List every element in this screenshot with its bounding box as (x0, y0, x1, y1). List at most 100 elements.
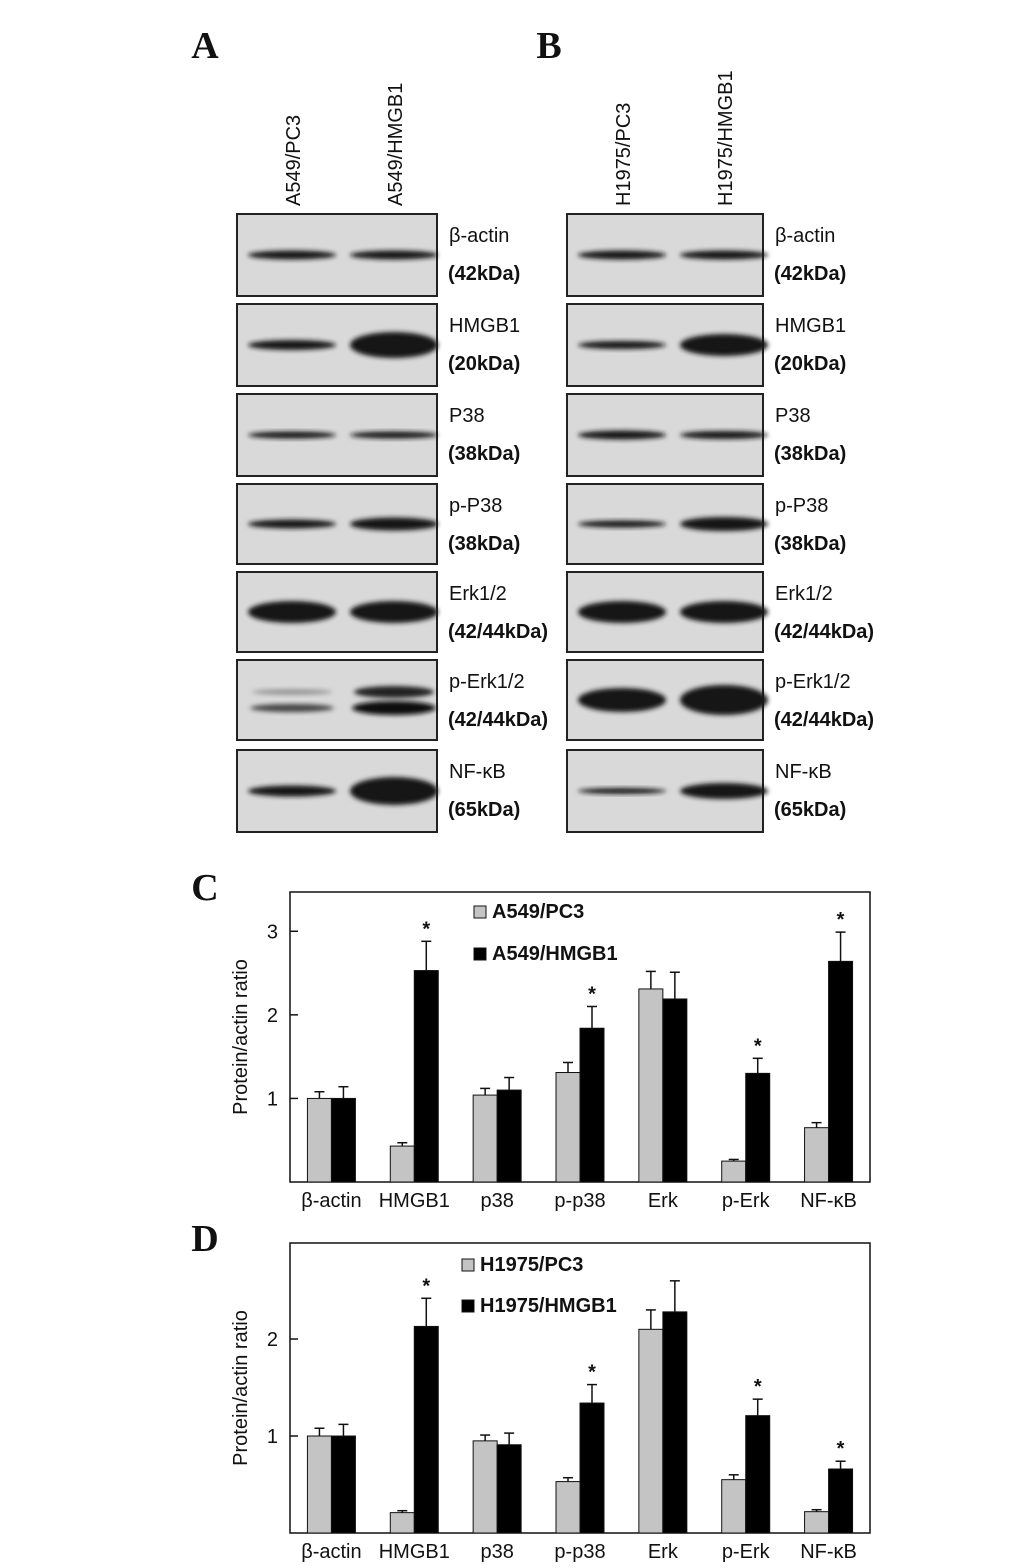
panel-letter: C (191, 867, 218, 909)
band (578, 341, 666, 349)
size-label: (42/44kDa) (774, 709, 874, 731)
size-label: (42/44kDa) (448, 709, 548, 731)
band (248, 431, 336, 439)
band (248, 340, 336, 350)
band (680, 334, 768, 356)
error-bar (338, 1423, 349, 1437)
panel-letter: A (191, 25, 219, 67)
x-tick-label: NF-κB (800, 1190, 857, 1212)
protein-label: P38 (449, 405, 485, 427)
bar (413, 970, 439, 1183)
x-tick-label: p-p38 (554, 1190, 605, 1212)
bar (721, 1479, 747, 1534)
bar (804, 1127, 830, 1183)
panel-letter: B (536, 25, 561, 67)
error-bar (811, 1508, 822, 1512)
significance-marker: * (422, 1275, 430, 1297)
size-label: (20kDa) (448, 353, 520, 375)
significance-marker: * (754, 1376, 762, 1398)
significance-marker: * (422, 918, 430, 940)
band (578, 250, 666, 260)
legend-label: H1975/HMGB1 (480, 1295, 617, 1317)
x-tick-label: Erk (648, 1541, 679, 1563)
band (354, 686, 434, 698)
error-bar (728, 1474, 739, 1480)
band (578, 788, 666, 794)
error-bar (811, 1121, 822, 1128)
band (680, 685, 768, 715)
band (680, 601, 768, 623)
error-bar (587, 1005, 597, 1029)
band (350, 777, 438, 805)
x-tick-label: p38 (480, 1190, 513, 1212)
x-tick-label: NF-κB (800, 1541, 857, 1563)
bar (306, 1435, 332, 1534)
band (350, 601, 438, 623)
blot (236, 303, 438, 387)
legend-label: A549/HMGB1 (492, 943, 618, 965)
bar (638, 1328, 664, 1534)
protein-label: Erk1/2 (775, 583, 833, 605)
significance-marker: * (588, 983, 596, 1005)
bar (389, 1512, 415, 1534)
band (680, 431, 768, 439)
x-tick-label: HMGB1 (379, 1541, 450, 1563)
y-tick-label: 2 (267, 1005, 278, 1027)
size-label: (42/44kDa) (774, 621, 874, 643)
protein-label: p-P38 (449, 495, 502, 517)
protein-label: HMGB1 (775, 315, 846, 337)
bar (496, 1089, 522, 1183)
x-tick-label: p-Erk (722, 1541, 771, 1563)
protein-label: NF-κB (449, 761, 506, 783)
band (352, 701, 436, 715)
size-label: (42kDa) (448, 263, 520, 285)
bar (389, 1145, 415, 1183)
bar (662, 1311, 688, 1534)
size-label: (38kDa) (774, 443, 846, 465)
bar (413, 1325, 439, 1534)
error-bar (480, 1434, 491, 1441)
error-bar (752, 1398, 763, 1416)
y-axis-label: Protein/actin ratio (230, 1310, 252, 1466)
error-bar (338, 1085, 349, 1099)
error-bar (397, 1509, 408, 1513)
error-bar (421, 1297, 432, 1327)
legend-label: A549/PC3 (492, 901, 584, 923)
error-bar (397, 1141, 408, 1147)
legend-swatch (473, 947, 487, 961)
protein-label: β-actin (775, 225, 835, 247)
error-bar (669, 1280, 680, 1312)
error-bar (314, 1427, 325, 1437)
legend-swatch (461, 1299, 475, 1313)
band (578, 430, 666, 440)
error-bar (563, 1476, 573, 1482)
band (350, 250, 438, 260)
bar (828, 960, 854, 1183)
error-bar (504, 1432, 515, 1445)
bar (555, 1481, 581, 1534)
bar (828, 1468, 854, 1534)
protein-label: p-P38 (775, 495, 828, 517)
y-tick-label: 2 (267, 1329, 278, 1351)
bar (496, 1444, 522, 1534)
blot (566, 659, 768, 741)
blot (236, 659, 438, 741)
x-tick-label: β-actin (301, 1190, 361, 1212)
error-bar (728, 1158, 739, 1162)
band (680, 517, 768, 531)
blot (236, 571, 438, 653)
protein-label: p-Erk1/2 (775, 671, 851, 693)
band (248, 250, 336, 260)
lane-label: H1975/HMGB1 (715, 70, 737, 206)
x-tick-label: Erk (648, 1190, 679, 1212)
band (680, 250, 768, 260)
size-label: (65kDa) (448, 799, 520, 821)
blot (566, 571, 768, 653)
bar (745, 1072, 771, 1183)
blot (566, 303, 768, 387)
x-tick-label: p38 (480, 1541, 513, 1563)
x-tick-label: HMGB1 (379, 1190, 450, 1212)
bar (330, 1097, 356, 1183)
blot (566, 393, 768, 477)
